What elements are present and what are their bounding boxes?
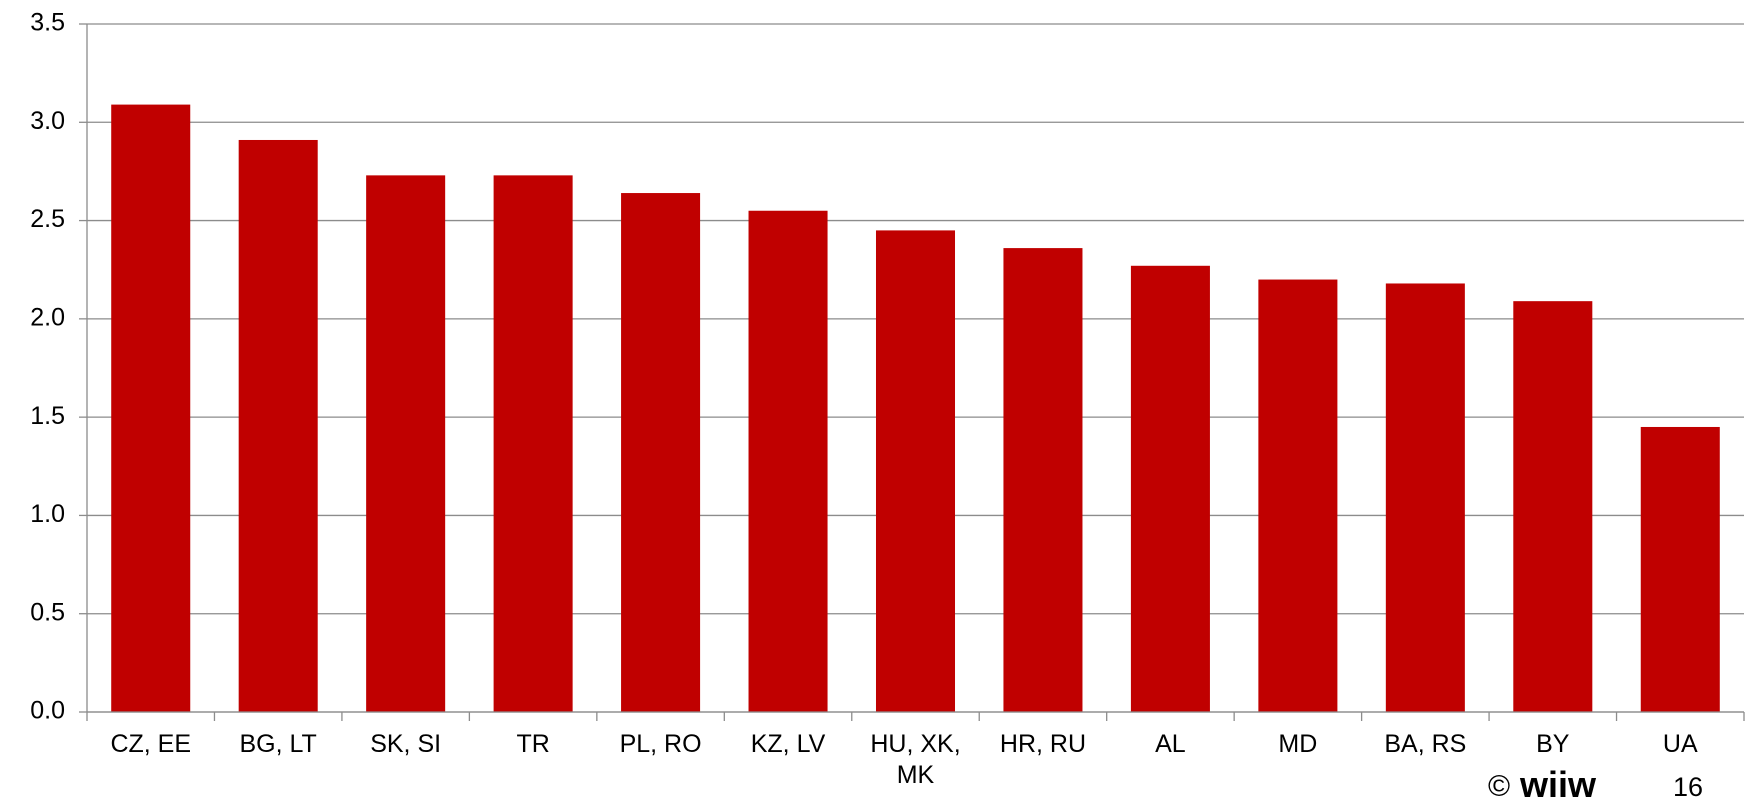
y-tick-label: 0.0 [30,697,65,725]
x-tick-label: TR [516,730,550,758]
bar [1003,248,1083,712]
bar [621,193,701,713]
bar [1513,301,1593,712]
x-tick-label: KZ, LV [750,730,826,758]
bar [238,139,318,712]
x-tick-label: MD [1278,730,1318,758]
y-tick-label: 2.5 [30,205,65,233]
logo: wiiw [1520,764,1597,805]
x-tick-label: AL [1155,730,1186,758]
bar [1640,426,1720,712]
bar [748,210,828,712]
x-tick-label: HU, XK, MK [870,730,961,789]
y-tick-label: 3.0 [30,107,65,135]
x-tick-label: BY [1536,730,1570,758]
bar [1130,265,1210,712]
y-tick-label: 3.5 [30,9,65,37]
bar [875,230,956,712]
y-tick-label: 2.0 [30,303,65,331]
x-tick-label: BG, LT [239,730,317,758]
copyright: © [1488,770,1511,803]
bar [1258,279,1338,712]
y-tick-label: 1.5 [30,402,65,430]
x-tick-label: PL, RO [619,730,702,758]
page-number: 16 [1673,772,1704,802]
x-tick-label: SK, SI [370,730,442,758]
bar [366,175,446,713]
bar [111,104,191,712]
x-tick-label: HR, RU [999,730,1086,758]
bar [493,175,573,713]
bar [1385,283,1465,712]
y-tick-label: 0.5 [30,598,65,626]
y-tick-label: 1.0 [30,500,65,528]
x-tick-label: BA, RS [1384,730,1467,758]
x-tick-label: UA [1662,730,1698,758]
x-tick-label: CZ, EE [110,730,192,758]
